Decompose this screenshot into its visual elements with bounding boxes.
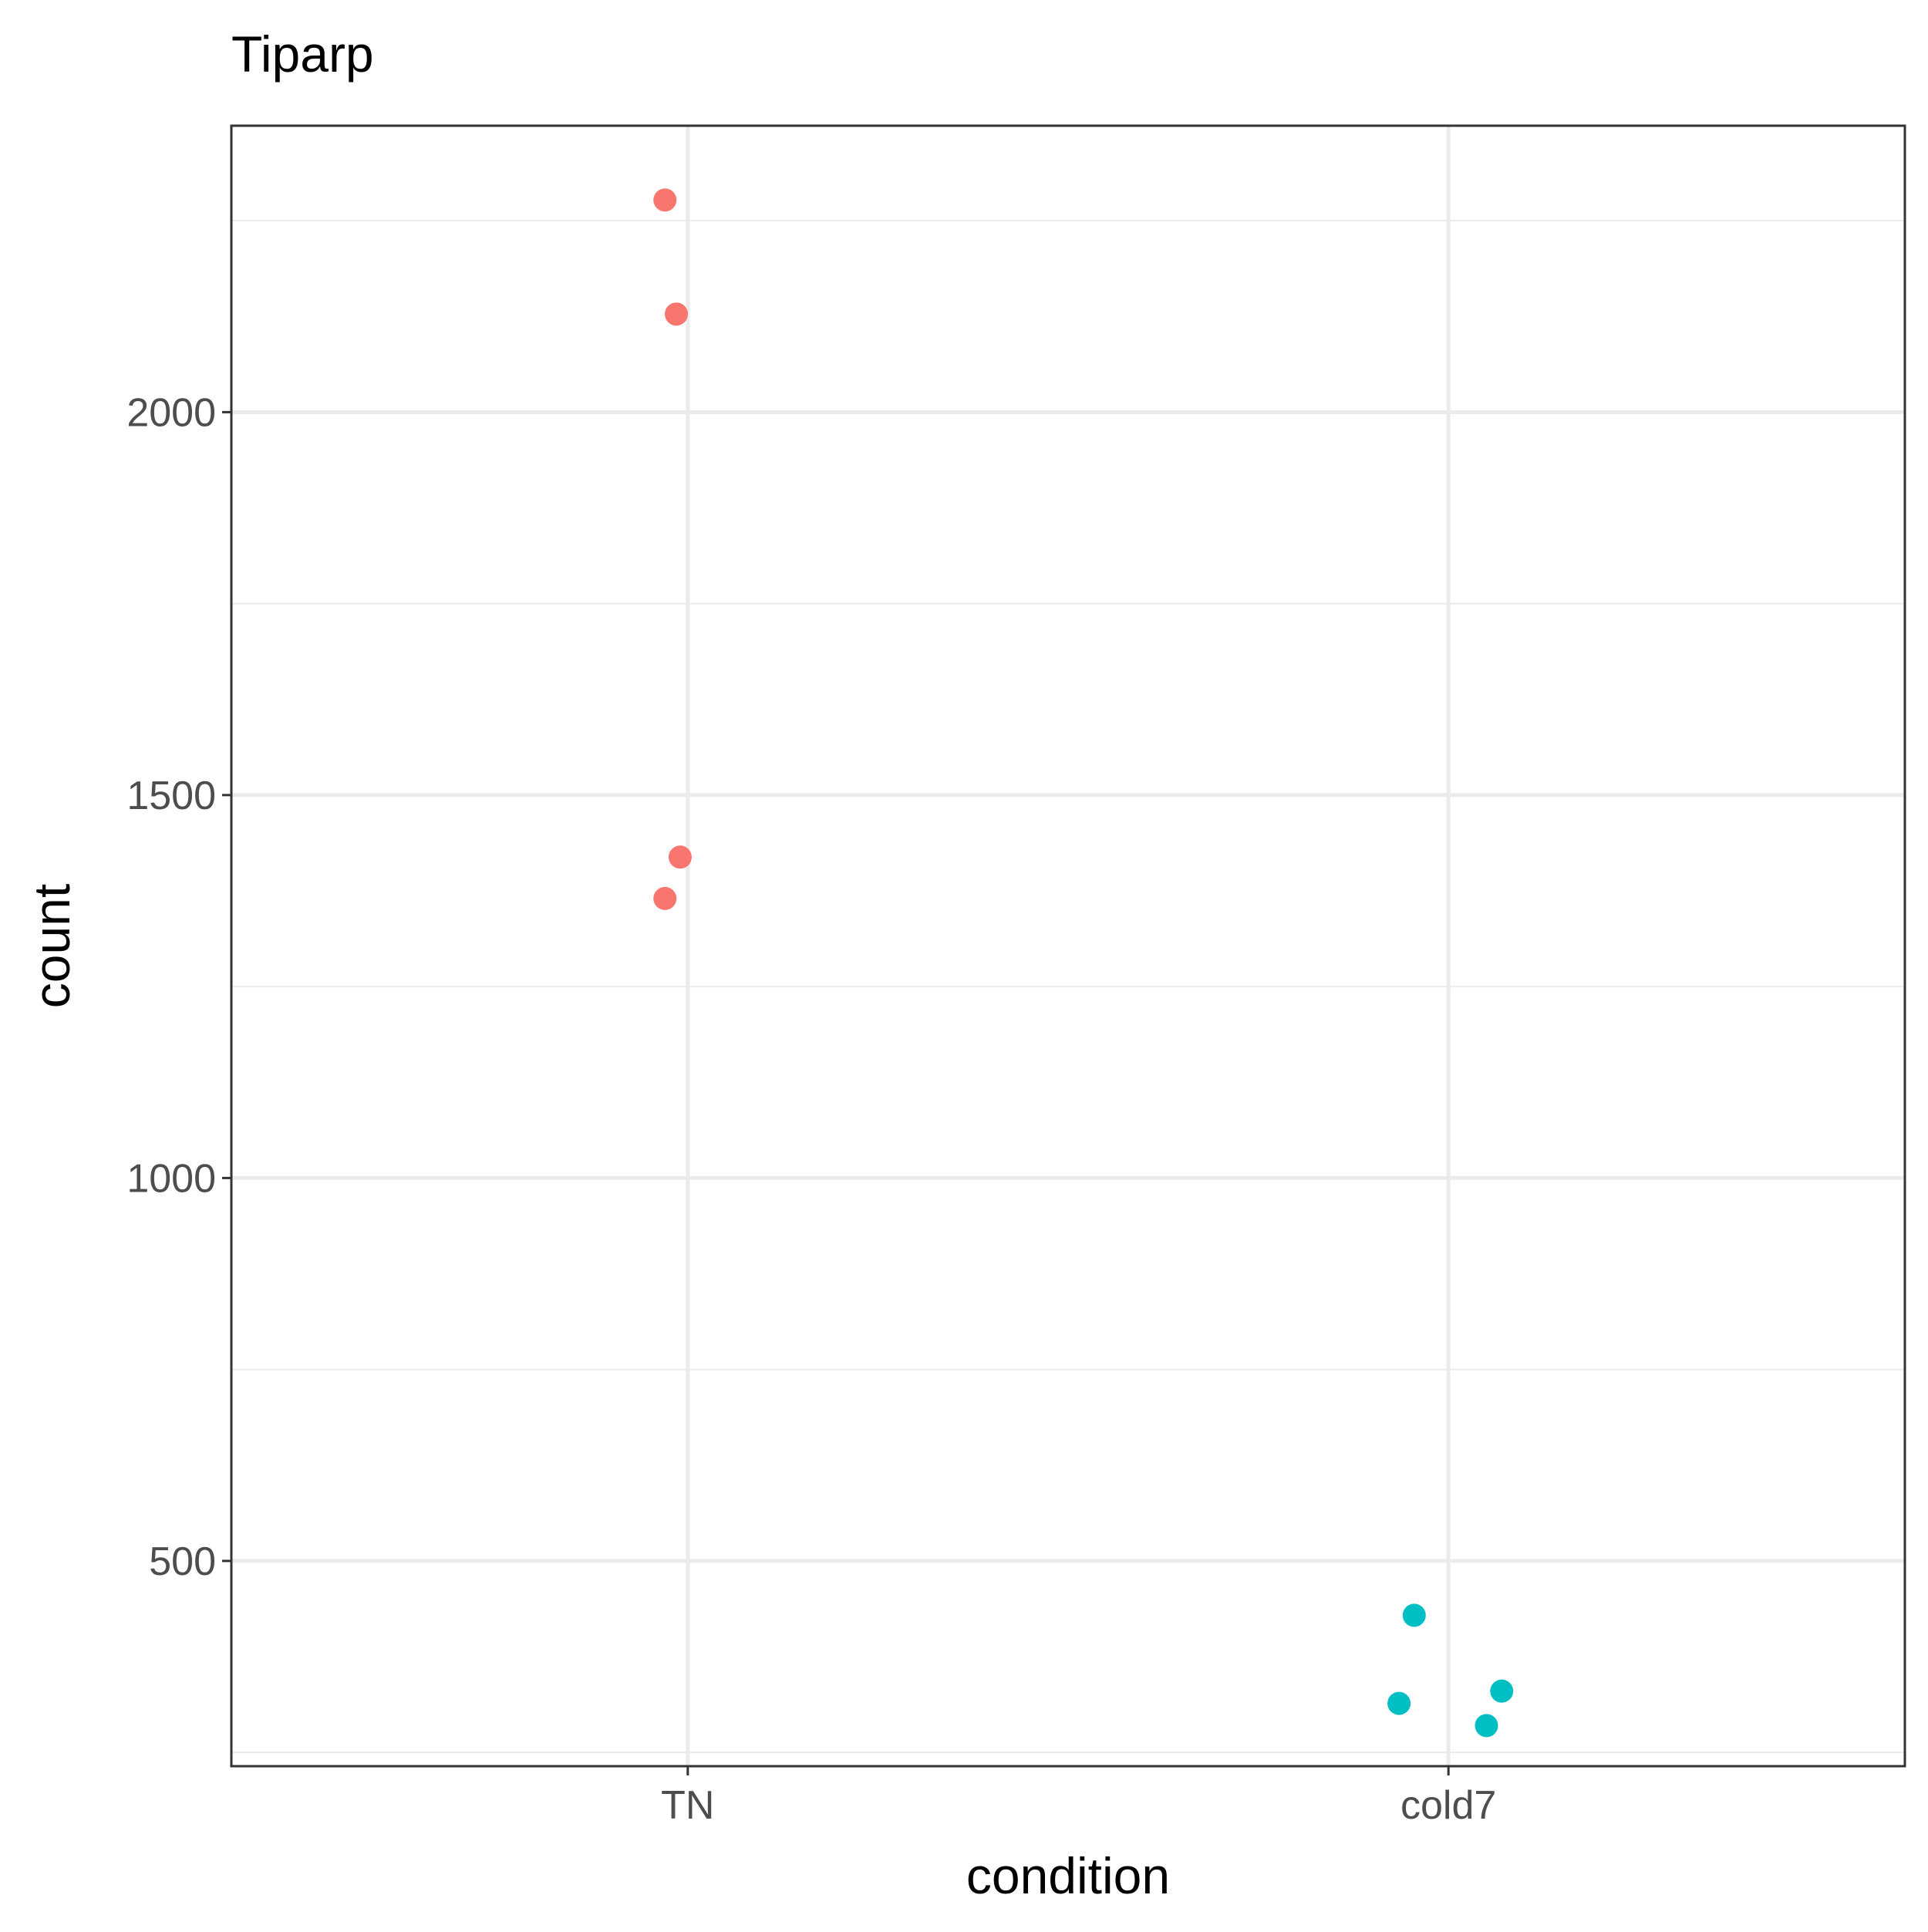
data-points	[653, 188, 1514, 1738]
y-axis-title: count	[23, 884, 80, 1008]
data-point-TN	[668, 845, 692, 869]
data-point-cold7	[1387, 1691, 1411, 1715]
gridlines	[231, 126, 1905, 1766]
x-tick-label: TN	[661, 1783, 714, 1828]
x-tick-label: cold7	[1400, 1783, 1496, 1828]
data-point-cold7	[1402, 1603, 1426, 1627]
data-point-cold7	[1490, 1679, 1514, 1703]
chart-title: Tiparp	[231, 25, 374, 83]
data-point-cold7	[1475, 1714, 1498, 1738]
data-point-TN	[653, 188, 677, 212]
y-tick-label: 1500	[126, 774, 216, 818]
y-tick-label: 500	[149, 1539, 216, 1584]
y-tick-label: 1000	[126, 1156, 216, 1201]
panel-border	[230, 124, 1906, 1768]
data-point-TN	[665, 302, 689, 326]
y-tick-label: 2000	[126, 390, 216, 435]
data-point-TN	[653, 886, 677, 910]
axis-ticks: 500 1000 1500 2000 TN cold7	[126, 390, 1496, 1828]
x-axis-title: condition	[966, 1847, 1170, 1904]
